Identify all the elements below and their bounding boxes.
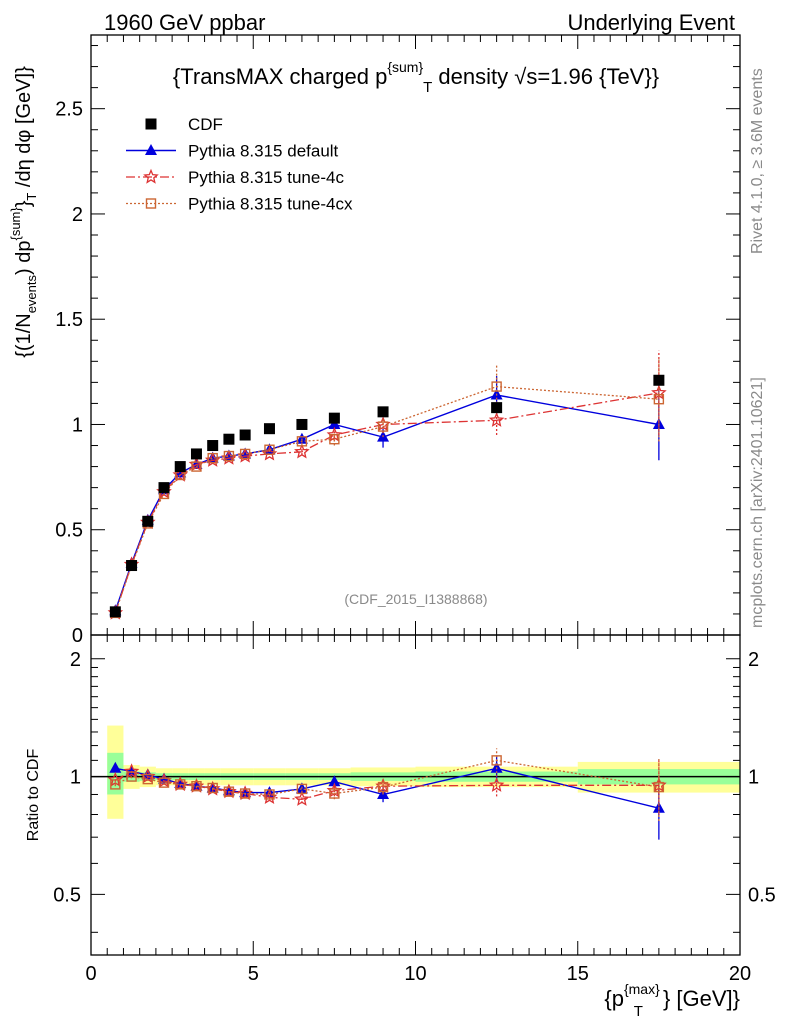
- ratio-y-tick-label-right: 1: [748, 767, 759, 789]
- legend-label-pythia-8-315-default: Pythia 8.315 default: [188, 142, 339, 161]
- main-point-cdf: [190, 448, 202, 460]
- main-point-cdf: [328, 412, 340, 424]
- ratio-frame: [90, 634, 741, 956]
- main-line-pythia-8-315-tune-4c: [114, 392, 660, 614]
- main-y-tick-label: 0: [72, 625, 83, 647]
- ratio-point-pythia-8-315-tune-4cx: [264, 789, 275, 800]
- legend-marker-cdf: [145, 118, 157, 130]
- mcplots-label: mcplots.cern.ch [arXiv:2401.10621]: [749, 377, 766, 628]
- main-point-pythia-8-315-tune-4cx: [207, 452, 218, 464]
- main-point-cdf: [126, 560, 138, 572]
- main-point-cdf: [263, 423, 275, 435]
- title-part-sup: {sum}: [387, 59, 423, 75]
- ratio-line-pythia-8-315-tune-4c: [114, 770, 659, 800]
- title-part-post: density √s=1.96 {TeV}}: [432, 64, 659, 89]
- main-point-cdf: [377, 406, 389, 418]
- ratio-point-pythia-8-315-tune-4c: [107, 771, 124, 787]
- main-y-tick-label: 1.5: [55, 309, 83, 331]
- ratio-y-tick-label: 2: [70, 649, 81, 671]
- x-tick-label: 10: [404, 963, 426, 985]
- main-panel: 0 0.5 1 1.5 2 2.5 {TransMAX charged p{sum}T d…: [8, 34, 741, 647]
- header-left: 1960 GeV ppbar: [104, 10, 265, 35]
- ratio-y-axis-label: Ratio to CDF: [25, 749, 42, 842]
- legend-marker-pythia-8-315-tune-4c: [143, 168, 159, 184]
- main-point-cdf: [174, 461, 186, 473]
- ratio-point-pythia-8-315-tune-4cx: [296, 783, 308, 795]
- main-y-tick-label: 2: [72, 204, 83, 226]
- main-y-tick-label: 2.5: [55, 99, 83, 121]
- main-point-pythia-8-315-tune-4c: [488, 412, 505, 427]
- legend-marker-pythia-8-315-default: [145, 144, 157, 155]
- main-axis-ticks: 0 0.5 1 1.5 2 2.5: [55, 35, 741, 647]
- title-part-pre: {TransMAX charged p: [173, 64, 387, 89]
- main-point-pythia-8-315-tune-4c: [326, 426, 343, 442]
- ratio-point-pythia-8-315-tune-4cx: [158, 777, 170, 788]
- main-y-tick-label: 1: [72, 414, 83, 436]
- ratio-point-pythia-8-315-tune-4cx: [223, 786, 235, 797]
- ratio-point-pythia-8-315-tune-4cx: [377, 781, 389, 793]
- title-part-sub: T: [423, 79, 432, 96]
- x-tick-label: 5: [248, 963, 259, 985]
- main-line-pythia-8-315-tune-4cx: [114, 385, 659, 614]
- legend-label-cdf: CDF: [188, 115, 223, 134]
- main-point-cdf: [158, 482, 170, 494]
- analysis-id-label: (CDF_2015_I1388868): [344, 591, 487, 607]
- legend-label-pythia-8-315-tune-4c: Pythia 8.315 tune-4c: [188, 168, 344, 187]
- main-point-cdf: [491, 402, 503, 414]
- legend: CDF Pythia 8.315 default Pythia 8.315 tune…: [126, 115, 353, 214]
- legend-marker-pythia-8-315-tune-4cx: [145, 198, 157, 209]
- ratio-point-pythia-8-315-tune-4cx: [110, 779, 121, 790]
- ratio-point-pythia-8-315-tune-4c: [488, 777, 505, 792]
- main-y-axis-label: {(1/Nevents) dp{sum}}T /dη dφ [GeV]}: [8, 66, 39, 358]
- ratio-panel: 0.5 0.51 12 20 5 10 15 20 Ratio to CDF {p{max} T…: [25, 634, 776, 1020]
- main-point-pythia-8-315-tune-4cx: [329, 434, 340, 445]
- main-point-cdf: [296, 418, 308, 430]
- main-point-cdf: [239, 429, 251, 441]
- ratio-point-pythia-8-315-default: [109, 761, 122, 773]
- main-point-cdf: [653, 374, 665, 386]
- ratio-y-tick-label: 1: [70, 767, 81, 789]
- ratio-point-pythia-8-315-tune-4c: [294, 791, 310, 806]
- main-point-cdf: [223, 433, 235, 445]
- ratio-point-pythia-8-315-tune-4cx: [142, 773, 153, 785]
- main-point-pythia-8-315-tune-4cx: [264, 444, 275, 455]
- header-right: Underlying Event: [567, 10, 735, 35]
- ratio-point-pythia-8-315-tune-4cx: [126, 771, 137, 782]
- ratio-axis-ticks: 0.5 0.51 12 20 5 10 15 20: [53, 635, 776, 985]
- main-point-pythia-8-315-tune-4cx: [377, 421, 389, 432]
- main-point-pythia-8-315-tune-4cx: [296, 436, 308, 447]
- ratio-y-tick-label-right: 0.5: [748, 884, 776, 906]
- main-point-pythia-8-315-tune-4cx: [491, 381, 502, 392]
- x-tick-label: 15: [567, 963, 589, 985]
- main-point-pythia-8-315-tune-4cx: [191, 461, 202, 472]
- main-point-pythia-8-315-tune-4cx: [653, 394, 665, 405]
- main-point-pythia-8-315-tune-4cx: [239, 448, 251, 460]
- main-marks: [107, 350, 667, 620]
- main-y-tick-label: 0.5: [55, 520, 83, 542]
- x-tick-label: 20: [729, 963, 751, 985]
- ratio-point-pythia-8-315-tune-4cx: [207, 782, 218, 794]
- legend-label-pythia-8-315-tune-4cx: Pythia 8.315 tune-4cx: [188, 195, 353, 214]
- ratio-point-pythia-8-315-tune-4cx: [491, 755, 502, 766]
- ratio-point-pythia-8-315-tune-4cx: [175, 779, 186, 790]
- main-title: {TransMAX charged p{sum}T density √s=1.9…: [173, 59, 659, 96]
- ratio-point-pythia-8-315-tune-4cx: [653, 781, 665, 793]
- ratio-point-pythia-8-315-default: [328, 775, 341, 787]
- rivet-version-label: Rivet 4.1.0, ≥ 3.6M events: [749, 68, 766, 254]
- main-point-cdf: [109, 606, 121, 618]
- x-axis-label: {p{max} T} [GeV]}: [604, 981, 740, 1020]
- x-tick-label: 0: [85, 963, 96, 985]
- main-point-cdf: [142, 515, 154, 527]
- ratio-point-pythia-8-315-tune-4cx: [329, 788, 340, 799]
- main-point-pythia-8-315-tune-4c: [294, 443, 310, 459]
- ratio-marks: [107, 748, 667, 840]
- ratio-point-pythia-8-315-tune-4c: [123, 763, 140, 779]
- ratio-point-pythia-8-315-tune-4cx: [191, 780, 202, 792]
- main-point-pythia-8-315-tune-4cx: [223, 450, 235, 462]
- ratio-y-tick-label-right: 2: [748, 649, 759, 671]
- ratio-point-pythia-8-315-tune-4cx: [239, 788, 251, 799]
- main-point-cdf: [207, 440, 219, 452]
- ratio-y-tick-label: 0.5: [53, 884, 81, 906]
